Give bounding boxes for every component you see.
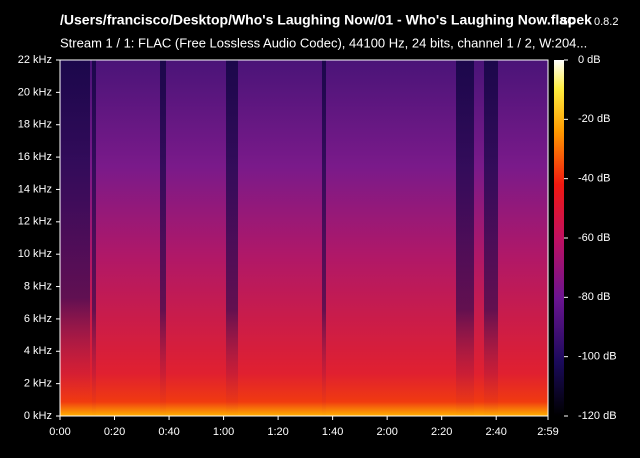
app-name: spek (560, 12, 592, 28)
y-tick-label: 12 kHz (18, 216, 52, 228)
spectrogram-shade (160, 60, 166, 416)
colorbar-tick-label: -60 dB (578, 232, 610, 244)
y-tick-label: 16 kHz (18, 151, 52, 163)
spectrogram (59, 59, 549, 417)
y-tick-label: 18 kHz (18, 119, 52, 131)
x-tick-label: 2:59 (537, 426, 558, 438)
x-tick-label: 2:40 (485, 426, 506, 438)
colorbar-tick-label: -120 dB (578, 410, 617, 422)
spectrogram-shade (92, 60, 96, 416)
x-tick-label: 1:20 (267, 426, 288, 438)
spectrogram-shade (456, 60, 474, 416)
x-tick-label: 0:00 (49, 426, 70, 438)
colorbar-tick-label: -20 dB (578, 113, 610, 125)
x-tick-label: 1:40 (322, 426, 343, 438)
y-tick-label: 14 kHz (18, 183, 52, 195)
x-tick-label: 0:40 (158, 426, 179, 438)
spectrogram-shade (322, 60, 326, 416)
file-title: /Users/francisco/Desktop/Who's Laughing … (60, 12, 575, 28)
app-version: 0.8.2 (594, 16, 618, 28)
y-tick-label: 8 kHz (24, 280, 52, 292)
y-tick-label: 22 kHz (18, 54, 52, 66)
y-tick-label: 4 kHz (24, 345, 52, 357)
y-tick-label: 2 kHz (24, 378, 52, 390)
x-tick-label: 2:20 (431, 426, 452, 438)
spectrogram-shade (60, 60, 90, 400)
colorbar-tick-label: -100 dB (578, 351, 617, 363)
y-tick-label: 20 kHz (18, 86, 52, 98)
y-tick-label: 10 kHz (18, 248, 52, 260)
x-tick-label: 2:00 (376, 426, 397, 438)
y-tick-label: 6 kHz (24, 313, 52, 325)
colorbar-tick-label: -40 dB (578, 173, 610, 185)
spectrogram-image (60, 60, 548, 416)
x-tick-label: 1:00 (213, 426, 234, 438)
plot-frame (59, 59, 549, 417)
color-bar (554, 60, 564, 416)
y-tick-label: 0 kHz (24, 410, 52, 422)
x-tick-label: 0:20 (104, 426, 125, 438)
colorbar-tick-label: 0 dB (578, 54, 601, 66)
spectrogram-shade (226, 60, 238, 416)
stream-info: Stream 1 / 1: FLAC (Free Lossless Audio … (60, 35, 587, 50)
colorbar-tick-label: -80 dB (578, 291, 610, 303)
spectrogram-shade (484, 60, 498, 416)
